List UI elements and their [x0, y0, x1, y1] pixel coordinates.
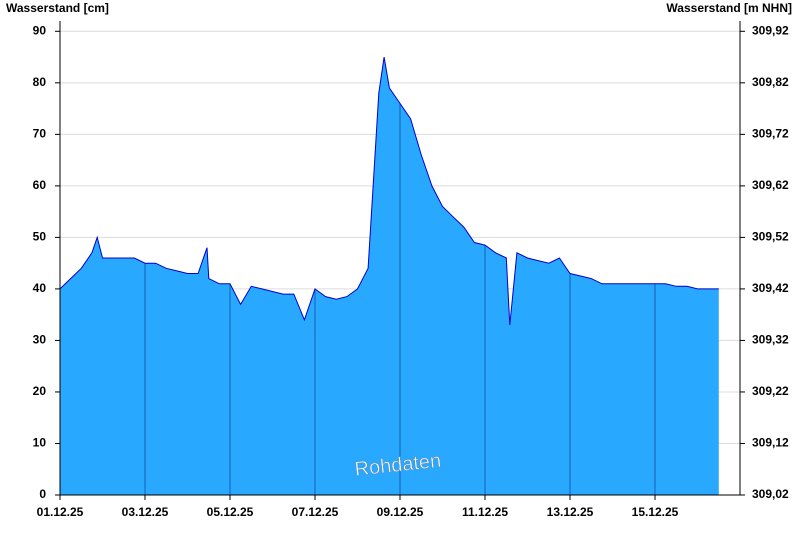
y2-tick-label: 309,32 — [752, 333, 789, 347]
y-tick-label: 20 — [33, 384, 47, 398]
y2-tick-label: 309,82 — [752, 75, 789, 89]
x-tick-label: 09.12.25 — [377, 505, 424, 519]
y-tick-label: 40 — [33, 281, 47, 295]
y2-tick-label: 309,92 — [752, 23, 789, 37]
x-tick-label: 03.12.25 — [122, 505, 169, 519]
y-tick-label: 60 — [33, 178, 47, 192]
y-tick-label: 50 — [33, 230, 47, 244]
y2-tick-label: 309,12 — [752, 436, 789, 450]
x-tick-label: 01.12.25 — [37, 505, 84, 519]
y2-tick-label: 309,52 — [752, 230, 789, 244]
y-tick-label: 10 — [33, 436, 47, 450]
y-axis-title: Wasserstand [cm] — [6, 1, 109, 15]
y-tick-label: 0 — [39, 487, 46, 501]
y2-tick-label: 309,02 — [752, 487, 789, 501]
y2-tick-label: 309,72 — [752, 127, 789, 141]
y2-tick-label: 309,22 — [752, 384, 789, 398]
y-tick-label: 90 — [33, 23, 47, 37]
area — [60, 57, 719, 495]
x-tick-label: 15.12.25 — [632, 505, 679, 519]
y-tick-label: 80 — [33, 75, 47, 89]
x-tick-label: 05.12.25 — [207, 505, 254, 519]
y-tick-label: 30 — [33, 333, 47, 347]
y2-tick-label: 309,42 — [752, 281, 789, 295]
line — [59, 57, 719, 326]
y-tick-label: 70 — [33, 127, 47, 141]
x-tick-label: 13.12.25 — [547, 505, 594, 519]
x-tick-label: 11.12.25 — [462, 505, 508, 519]
y2-axis-title: Wasserstand [m NHN] — [666, 1, 792, 15]
x-tick-label: 07.12.25 — [292, 505, 339, 519]
y2-tick-label: 309,62 — [752, 178, 789, 192]
